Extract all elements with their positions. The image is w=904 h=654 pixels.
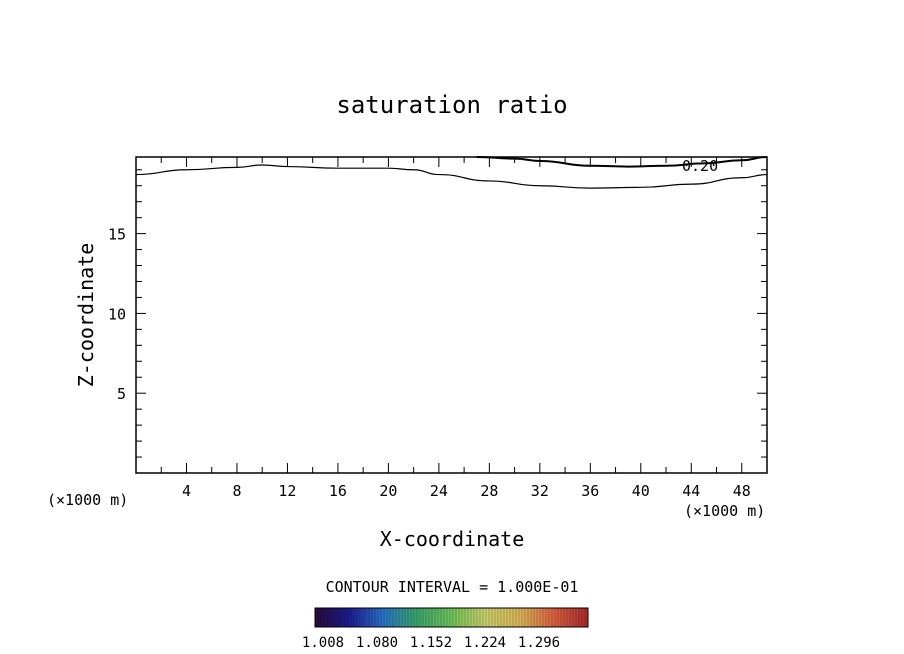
- x-tick-label: 12: [278, 482, 296, 500]
- contour-lines: [135, 156, 768, 189]
- x-unit-left: (×1000 m): [47, 491, 128, 509]
- colorbar-ticks: 1.008 1.080 1.152 1.224 1.296: [302, 635, 560, 651]
- x-tick-label: 4: [182, 482, 191, 500]
- x-tick-label: 28: [480, 482, 498, 500]
- y-tick-label: 10: [108, 305, 126, 323]
- colorbar-tick-label: 1.152: [410, 635, 452, 651]
- x-tick-label: 40: [632, 482, 650, 500]
- contour-lower: [135, 164, 768, 189]
- contour-label: 0.20: [682, 157, 718, 175]
- contour-upper: [476, 156, 768, 168]
- colorbar: [314, 607, 589, 628]
- x-axis-label: X-coordinate: [380, 527, 525, 551]
- colorbar-stripes: [317, 608, 586, 627]
- colorbar-tick-label: 1.224: [464, 635, 506, 651]
- x-axis-ticks: 4 8 12 16 20 24 28 32 36 40 44 48: [160, 157, 751, 500]
- x-tick-label: 32: [531, 482, 549, 500]
- y-axis-ticks: 5 10 15: [108, 169, 767, 458]
- x-tick-label: 44: [682, 482, 700, 500]
- x-tick-label: 16: [329, 482, 347, 500]
- x-tick-label: 8: [232, 482, 241, 500]
- contour-interval-text: CONTOUR INTERVAL = 1.000E-01: [326, 578, 579, 596]
- y-tick-label: 15: [108, 226, 126, 244]
- plot-frame: [135, 156, 768, 474]
- colorbar-tick-label: 1.008: [302, 635, 344, 651]
- colorbar-tick-label: 1.296: [518, 635, 560, 651]
- x-tick-label: 20: [379, 482, 397, 500]
- x-unit-right: (×1000 m): [684, 502, 765, 520]
- x-tick-label: 48: [733, 482, 751, 500]
- y-axis-label: Z-coordinate: [74, 243, 98, 388]
- x-tick-label: 36: [581, 482, 599, 500]
- x-tick-label: 24: [430, 482, 448, 500]
- colorbar-tick-label: 1.080: [356, 635, 398, 651]
- chart-title: saturation ratio: [336, 91, 567, 119]
- y-tick-label: 5: [117, 385, 126, 403]
